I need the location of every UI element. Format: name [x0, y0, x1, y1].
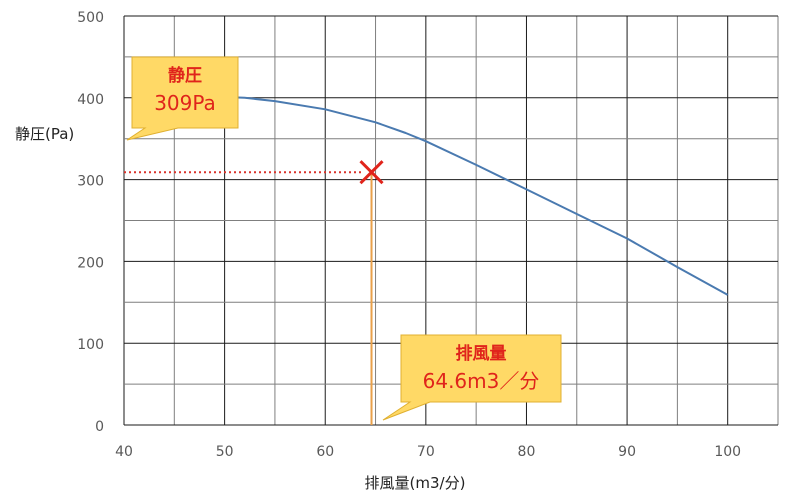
callout-static-pressure-box	[126, 56, 239, 141]
x-tick-label: 90	[618, 444, 636, 460]
x-tick-labels: 40 50 60 70 80 90 100	[115, 444, 741, 460]
x-tick-label: 70	[417, 444, 435, 460]
y-tick-label: 500	[77, 10, 104, 26]
x-tick-label: 60	[316, 444, 334, 460]
callout-static-pressure-value: 309Pa	[154, 91, 216, 115]
callout-static-pressure: 静圧 309Pa	[126, 56, 239, 141]
callout-airflow: 排風量 64.6m3／分	[382, 334, 562, 421]
x-tick-label: 100	[714, 444, 741, 460]
guide-lines	[124, 171, 373, 425]
callout-airflow-value: 64.6m3／分	[423, 369, 540, 393]
y-tick-label: 300	[77, 174, 104, 190]
y-axis-label: 静圧(Pa)	[15, 125, 74, 143]
y-tick-labels: 0 100 200 300 400 500	[77, 10, 104, 435]
grid	[123, 15, 779, 426]
y-tick-label: 100	[77, 337, 104, 353]
callout-static-pressure-title: 静圧	[168, 65, 202, 86]
series-line-1	[224, 96, 729, 296]
operating-point-marker	[359, 160, 384, 185]
x-tick-label: 40	[115, 444, 133, 460]
callout-airflow-title: 排風量	[456, 343, 507, 364]
x-tick-label: 80	[518, 444, 536, 460]
x-axis-label: 排風量(m3/分)	[365, 474, 466, 492]
callout-airflow-box	[382, 334, 562, 421]
marker-stroke	[359, 160, 384, 185]
y-tick-label: 400	[77, 92, 104, 108]
x-tick-label: 50	[216, 444, 234, 460]
series	[224, 96, 729, 296]
y-tick-label: 0	[95, 419, 104, 435]
y-tick-label: 200	[77, 255, 104, 271]
